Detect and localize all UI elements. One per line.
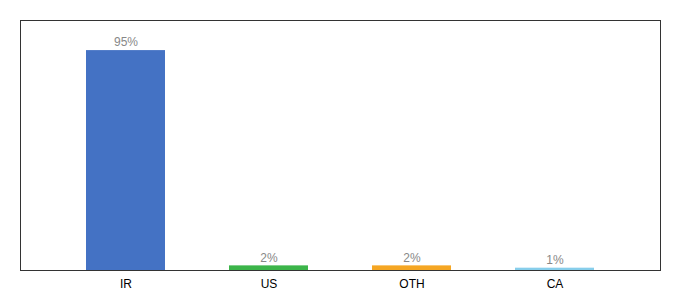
svg-text:OTH: OTH	[399, 277, 424, 291]
svg-text:CA: CA	[547, 277, 564, 291]
svg-text:2%: 2%	[260, 251, 278, 265]
svg-text:1%: 1%	[546, 253, 564, 267]
svg-text:IR: IR	[120, 277, 132, 291]
svg-text:2%: 2%	[403, 251, 421, 265]
svg-text:US: US	[261, 277, 278, 291]
svg-text:95%: 95%	[114, 35, 138, 49]
